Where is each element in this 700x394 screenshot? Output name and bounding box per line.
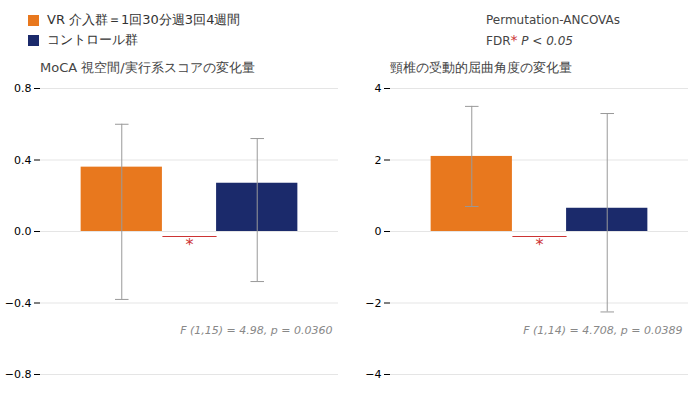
svg-text:−0.8: −0.8 — [5, 368, 32, 381]
svg-text:4: 4 — [375, 82, 382, 95]
html-text:コントロール群: コントロール群 — [47, 32, 138, 47]
svg-text:*: * — [536, 235, 544, 254]
svg-text:−4: −4 — [365, 368, 381, 381]
svg-text:2: 2 — [375, 154, 382, 167]
html-text:FDR * P < 0.05: FDR * P < 0.05 — [486, 32, 573, 48]
svg-text:*: * — [186, 235, 194, 254]
html-text:頸椎の受動的屈曲角度の変化量: 頸椎の受動的屈曲角度の変化量 — [390, 60, 572, 75]
html-text:Permutation-ANCOVAs: Permutation-ANCOVAs — [486, 13, 620, 27]
html-text:VR 介入群＝1回30分週3回4週間: VR 介入群＝1回30分週3回4週間 — [47, 12, 241, 27]
svg-text:−0.4: −0.4 — [5, 297, 32, 310]
svg-text:−2: −2 — [365, 297, 381, 310]
html-text:MoCA 視空間/実行系スコアの変化量: MoCA 視空間/実行系スコアの変化量 — [40, 60, 255, 75]
svg-text:F (1,15) = 4.98, p = 0.0360: F (1,15) = 4.98, p = 0.0360 — [180, 324, 332, 337]
svg-text:0: 0 — [375, 225, 382, 238]
svg-text:0.0: 0.0 — [14, 225, 32, 238]
svg-text:F (1,14) = 4.708, p = 0.0389: F (1,14) = 4.708, p = 0.0389 — [523, 324, 682, 337]
svg-text:0.4: 0.4 — [14, 154, 32, 167]
svg-text:0.8: 0.8 — [14, 82, 32, 95]
